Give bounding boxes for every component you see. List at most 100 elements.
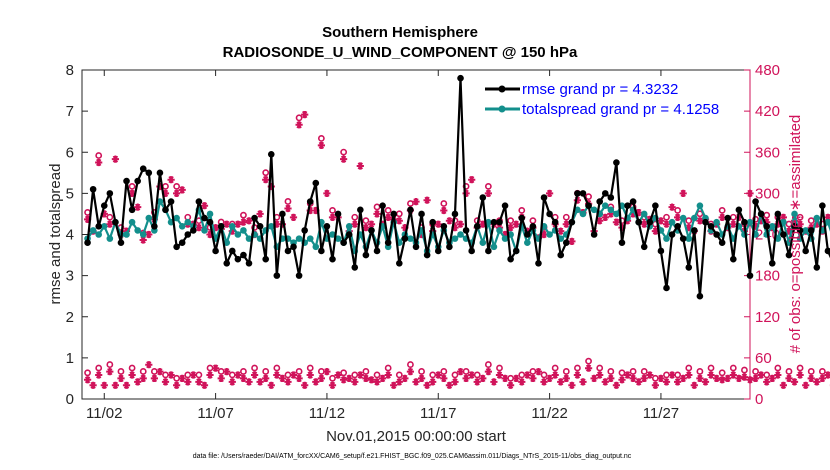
rmse-point xyxy=(585,202,592,210)
obs-possible-marker xyxy=(106,361,114,368)
obs-assimilated-marker xyxy=(122,381,131,389)
obs-assimilated-marker xyxy=(412,197,420,206)
obs-possible-marker xyxy=(139,368,147,375)
obs-assimilated-marker xyxy=(139,236,147,244)
totalspread-point xyxy=(791,210,798,218)
obs-assimilated-marker xyxy=(729,220,737,228)
totalspread-point xyxy=(134,227,141,234)
x-tick-label: 11/17 xyxy=(420,405,456,422)
obs-assimilated-marker xyxy=(484,189,492,198)
obs-possible-marker xyxy=(395,371,403,379)
obs-assimilated-marker xyxy=(195,378,203,386)
rmse-point xyxy=(763,222,770,230)
obs-assimilated-marker xyxy=(317,374,325,383)
obs-assimilated-marker xyxy=(189,371,197,379)
rmse-point xyxy=(807,227,815,234)
rmse-point xyxy=(735,206,743,214)
obs-assimilated-marker xyxy=(568,237,576,245)
obs-assimilated-marker xyxy=(295,374,303,383)
totalspread-point xyxy=(813,214,821,222)
obs-assimilated-marker xyxy=(612,381,620,389)
rmse-point xyxy=(774,210,782,218)
rmse-point xyxy=(134,177,141,185)
obs-possible-marker xyxy=(84,369,91,377)
obs-possible-marker xyxy=(262,169,270,177)
obs-assimilated-marker xyxy=(796,371,804,379)
totalspread-point xyxy=(679,214,687,222)
obs-assimilated-marker xyxy=(434,371,442,379)
obs-assimilated-marker xyxy=(200,202,209,210)
chart-subtitle: RADIOSONDE_U_WIND_COMPONENT @ 150 hPa xyxy=(223,44,578,61)
rmse-point xyxy=(579,190,587,197)
obs-assimilated-marker xyxy=(824,213,830,221)
obs-assimilated-marker xyxy=(540,378,548,386)
y-tick-label: 1 xyxy=(66,350,74,367)
obs-assimilated-marker xyxy=(234,220,242,228)
obs-assimilated-marker xyxy=(568,381,576,389)
rmse-point xyxy=(496,218,503,226)
obs-assimilated-marker xyxy=(763,378,771,386)
obs-assimilated-marker xyxy=(484,367,492,376)
obs-possible-marker xyxy=(407,361,414,368)
obs-assimilated-marker xyxy=(651,381,659,389)
obs-assimilated-marker xyxy=(401,374,409,383)
totalspread-point xyxy=(139,231,147,238)
totalspread-point xyxy=(334,235,342,242)
y-right-tick-label: 60 xyxy=(755,350,772,367)
obs-assimilated-marker xyxy=(473,378,481,386)
totalspread-point xyxy=(746,218,754,226)
obs-assimilated-marker xyxy=(757,371,765,379)
obs-possible-marker xyxy=(518,206,526,214)
rmse-point xyxy=(679,235,687,242)
rmse-point xyxy=(318,247,325,255)
rmse-point xyxy=(473,222,481,230)
obs-assimilated-marker xyxy=(334,371,342,379)
obs-assimilated-marker xyxy=(161,378,170,386)
obs-assimilated-marker xyxy=(590,374,598,383)
rmse-point xyxy=(145,169,153,177)
obs-assimilated-marker xyxy=(757,217,765,225)
obs-assimilated-marker xyxy=(818,374,826,383)
rmse-point xyxy=(412,243,420,251)
totalspread-point xyxy=(123,231,130,238)
obs-assimilated-marker xyxy=(301,381,309,389)
y-right-tick-label: 0 xyxy=(755,391,763,408)
obs-assimilated-marker xyxy=(206,371,214,379)
rmse-point xyxy=(273,272,281,279)
obs-assimilated-marker xyxy=(718,376,726,384)
rmse-point xyxy=(306,198,314,205)
obs-possible-marker xyxy=(685,217,693,225)
obs-possible-marker xyxy=(640,368,648,375)
obs-assimilated-marker xyxy=(557,378,565,386)
totalspread-point xyxy=(574,206,581,214)
obs-assimilated-marker xyxy=(267,182,275,191)
obs-assimilated-marker xyxy=(562,220,570,228)
obs-assimilated-marker xyxy=(635,378,643,386)
obs-assimilated-marker xyxy=(718,213,726,221)
obs-assimilated-marker xyxy=(362,374,370,383)
obs-assimilated-marker xyxy=(507,381,515,389)
obs-assimilated-marker xyxy=(573,371,581,379)
rmse-point xyxy=(507,255,514,263)
rmse-point xyxy=(546,210,553,218)
totalspread-point xyxy=(229,222,236,230)
obs-possible-marker xyxy=(306,364,314,372)
rmse-point xyxy=(256,222,264,230)
totalspread-point xyxy=(407,235,414,242)
totalspread-point xyxy=(780,218,787,226)
rmse-point xyxy=(151,222,158,230)
obs-assimilated-marker xyxy=(156,182,164,191)
rmse-point xyxy=(702,218,709,226)
totalspread-point xyxy=(173,214,180,222)
obs-assimilated-marker xyxy=(351,220,359,228)
obs-assimilated-marker xyxy=(696,374,704,383)
rmse-point xyxy=(451,210,459,218)
obs-assimilated-marker xyxy=(284,204,292,213)
obs-assimilated-marker xyxy=(367,220,376,228)
obs-assimilated-marker xyxy=(178,374,186,383)
obs-assimilated-marker xyxy=(134,203,142,211)
rmse-point xyxy=(563,239,570,247)
chart-title: Southern Hemisphere xyxy=(322,24,478,41)
totalspread-point xyxy=(240,227,247,234)
rmse-point xyxy=(557,251,565,259)
